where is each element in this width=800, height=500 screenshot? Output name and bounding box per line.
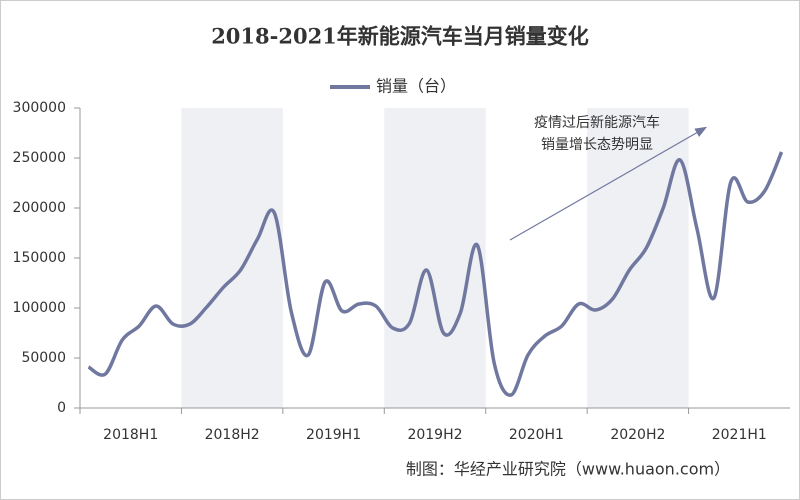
x-tick-label: 2020H2 <box>610 427 665 443</box>
y-tick-label: 250000 <box>13 150 66 166</box>
y-tick-label: 100000 <box>13 300 66 316</box>
x-tick-label: 2019H1 <box>306 427 361 443</box>
source: 制图：华经产业研究院（www.huaon.com） <box>406 460 730 479</box>
x-tick-label: 2020H1 <box>509 427 564 443</box>
band <box>384 108 486 408</box>
y-tick-label: 50000 <box>21 350 66 366</box>
legend-label: 销量（台） <box>376 77 456 96</box>
annotation: 销量增长态势明显 <box>541 137 653 153</box>
x-tick-label: 2019H2 <box>407 427 462 443</box>
y-tick-label: 0 <box>57 400 66 416</box>
x-tick-label: 2018H2 <box>205 427 260 443</box>
annotation: 疫情过后新能源汽车 <box>534 114 660 131</box>
line <box>87 151 784 397</box>
x-tick-label: 2021H1 <box>712 427 767 443</box>
x-tick-label: 2018H1 <box>103 427 158 443</box>
annotation-arrow <box>509 126 708 241</box>
y-tick-label: 200000 <box>13 200 66 216</box>
band <box>181 108 283 408</box>
chart-title: 2018-2021年新能源汽车当月销量变化 <box>211 24 589 49</box>
y-tick-label: 300000 <box>13 100 66 116</box>
bands <box>181 108 689 408</box>
y-tick-label: 150000 <box>13 250 66 266</box>
